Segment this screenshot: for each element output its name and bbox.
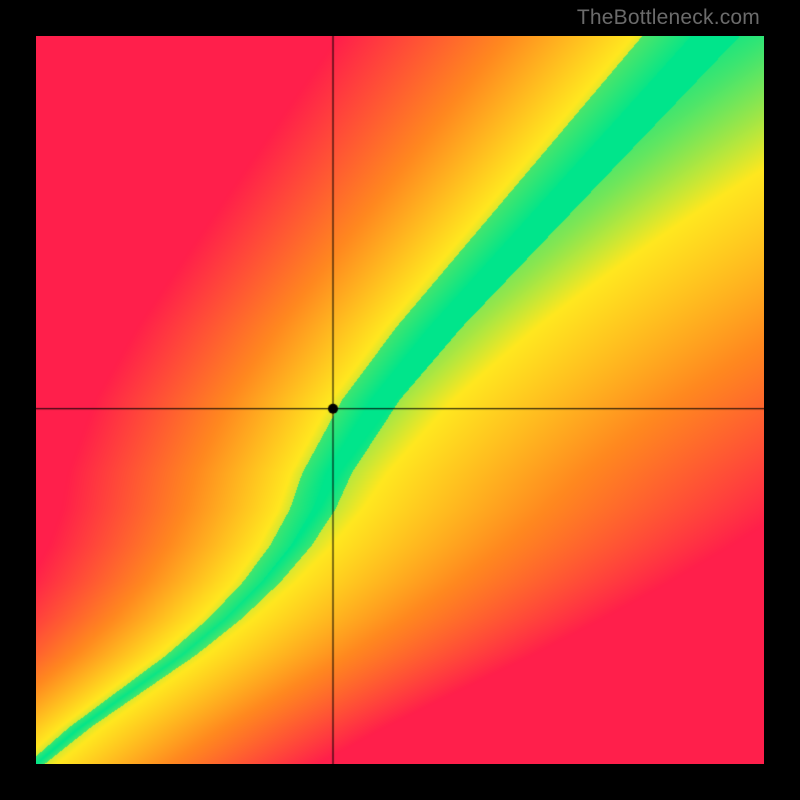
chart-container: TheBottleneck.com	[0, 0, 800, 800]
bottleneck-heatmap	[36, 36, 764, 764]
watermark-text: TheBottleneck.com	[577, 6, 760, 30]
